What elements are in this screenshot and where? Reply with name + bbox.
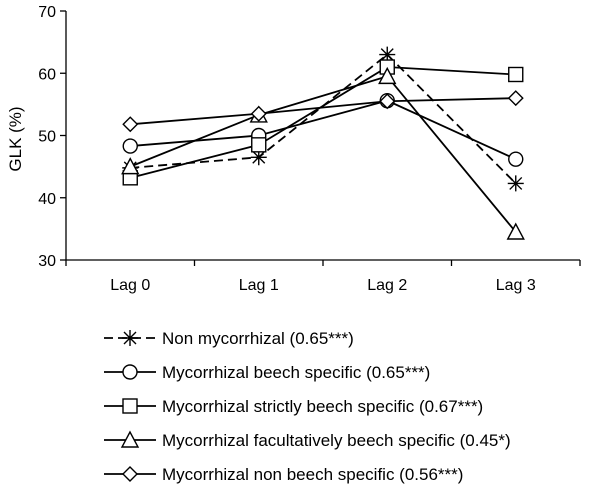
legend-marker-1 xyxy=(122,330,138,346)
series-1-point xyxy=(379,46,396,63)
y-axis-ticks: 30 40 50 60 70 xyxy=(38,4,66,270)
series-4-point xyxy=(506,222,525,240)
series-line-4 xyxy=(129,75,517,233)
series-4-point xyxy=(378,66,397,85)
plot-area: 30 40 50 60 70 Lag 0 Lag 1 Lag 2 Lag 3 xyxy=(38,4,581,294)
series-line-5 xyxy=(130,97,516,126)
x-tick-label: Lag 0 xyxy=(110,277,150,294)
x-tick-label: Lag 3 xyxy=(496,277,536,294)
y-tick-label: 40 xyxy=(38,191,56,208)
y-axis-label: GLK (%) xyxy=(6,106,25,171)
x-tick-label: Lag 1 xyxy=(239,277,279,294)
series-1-point xyxy=(250,149,267,166)
series-markers xyxy=(121,46,525,240)
series-4-point xyxy=(121,157,140,175)
series-5-point xyxy=(250,105,267,122)
y-tick-label: 50 xyxy=(38,129,56,146)
legend: Non mycorrhizal (0.65***) Mycorrhizal bee… xyxy=(104,329,511,484)
series-2-point xyxy=(122,138,138,154)
series-5-point xyxy=(379,93,396,110)
series-3-point xyxy=(508,66,524,83)
legend-label-3: Mycorrhizal strictly beech specific (0.6… xyxy=(162,397,483,416)
legend-label-2: Mycorrhizal beech specific (0.65***) xyxy=(162,363,430,382)
legend-label-5: Mycorrhizal non beech specific (0.56***) xyxy=(162,465,463,484)
series-lines xyxy=(129,53,517,233)
x-tick-label: Lag 2 xyxy=(367,277,407,294)
series-line-2 xyxy=(130,99,517,160)
series-1-point xyxy=(507,175,524,192)
series-2-point xyxy=(508,151,524,167)
series-5-point xyxy=(507,90,524,107)
legend-marker-5 xyxy=(122,466,138,482)
legend-marker-2 xyxy=(122,364,138,380)
series-5-point xyxy=(122,116,139,133)
legend-label-4: Mycorrhizal facultatively beech specific… xyxy=(162,431,511,450)
y-tick-label: 60 xyxy=(38,66,56,83)
legend-marker-4 xyxy=(120,430,140,448)
series-3-point xyxy=(251,137,267,153)
legend-label-1: Non mycorrhizal (0.65***) xyxy=(162,329,354,348)
y-tick-label: 70 xyxy=(38,4,56,21)
legend-marker-3 xyxy=(122,398,138,414)
x-axis-ticks: Lag 0 Lag 1 Lag 2 Lag 3 xyxy=(65,260,581,294)
series-line-3 xyxy=(130,66,516,179)
y-tick-label: 30 xyxy=(38,253,56,270)
